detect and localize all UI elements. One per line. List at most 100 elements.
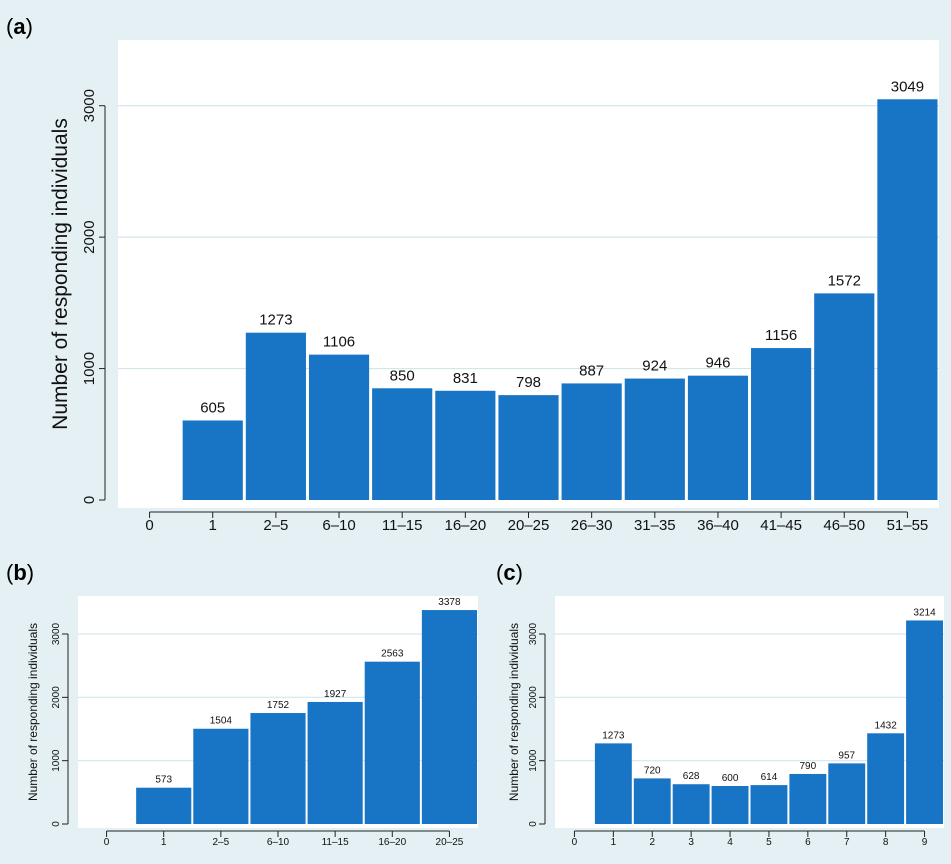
x-tick-label: 6–10 xyxy=(267,837,290,848)
x-tick-label: 0 xyxy=(572,837,578,848)
x-tick-label: 6 xyxy=(805,837,811,848)
bar-5 xyxy=(750,785,788,824)
value-label: 1927 xyxy=(324,689,347,700)
bar-4 xyxy=(711,786,749,824)
value-label: 1273 xyxy=(602,730,625,741)
x-tick-label: 5 xyxy=(766,837,772,848)
y-tick-label: 3000 xyxy=(51,622,62,645)
bar-2 xyxy=(633,778,671,824)
value-label: 2563 xyxy=(381,649,404,660)
value-label: 600 xyxy=(722,773,739,784)
chart-panel-a: 605 1273 1106 850 831 798 887 924 946 1156 1572 304… xyxy=(49,40,939,534)
value-label: 3049 xyxy=(891,78,924,95)
x-tick-label: 1 xyxy=(161,837,167,848)
value-label: 3378 xyxy=(438,597,461,608)
x-tick-label: 1 xyxy=(209,517,217,534)
x-tick-label: 0 xyxy=(104,837,110,848)
bar-6–10 xyxy=(308,354,370,500)
value-label: 798 xyxy=(516,374,541,391)
value-label: 1156 xyxy=(765,327,797,344)
bar-1 xyxy=(594,743,632,824)
y-tick-label: 1000 xyxy=(51,749,62,772)
x-tick-label: 9 xyxy=(922,837,928,848)
panel-label-b: (b) xyxy=(6,560,35,585)
x-tick-label: 36–40 xyxy=(697,517,739,534)
x-tick-label: 1 xyxy=(611,837,617,848)
x-tick-label: 26–30 xyxy=(571,517,613,534)
value-label: 887 xyxy=(579,362,604,379)
value-label: 1504 xyxy=(210,716,233,727)
y-tick-label: 2000 xyxy=(81,220,98,253)
panel-label-c: (c) xyxy=(496,560,523,585)
value-label: 1752 xyxy=(267,700,290,711)
value-label: 720 xyxy=(644,765,661,776)
bar-31–35 xyxy=(624,378,685,500)
x-tick-label: 4 xyxy=(727,837,733,848)
value-label: 3214 xyxy=(913,607,936,618)
bar-51–55 xyxy=(877,99,938,500)
value-label: 831 xyxy=(453,370,478,387)
y-axis-title: Number of responding individuals xyxy=(49,118,72,430)
value-label: 1572 xyxy=(828,272,861,289)
x-tick-label: 31–35 xyxy=(634,517,676,534)
bar-46–50 xyxy=(814,293,875,500)
bar-1 xyxy=(136,787,192,824)
value-label: 850 xyxy=(390,367,415,384)
x-tick-label: 11–15 xyxy=(322,837,350,848)
x-tick-label: 16–20 xyxy=(378,837,406,848)
y-tick-label: 0 xyxy=(51,821,62,827)
x-tick-label: 3 xyxy=(688,837,694,848)
panel-label-a: (a) xyxy=(6,14,33,39)
bar-20–25 xyxy=(498,395,559,500)
value-label: 573 xyxy=(155,775,172,786)
bar-6–10 xyxy=(250,713,306,824)
bar-1 xyxy=(182,420,243,500)
y-tick-label: 3000 xyxy=(528,622,539,645)
chart-panel-b: 573 1504 1752 1927 2563 3378 0 1000 2000 3000 Numb… xyxy=(26,596,478,848)
x-tick-label: 11–15 xyxy=(382,517,423,534)
bar-26–30 xyxy=(561,383,622,500)
value-label: 924 xyxy=(642,358,667,375)
value-label: 1432 xyxy=(875,720,898,731)
x-tick-label: 2–5 xyxy=(263,517,288,534)
x-tick-label: 0 xyxy=(145,517,153,534)
bar-2–5 xyxy=(245,332,306,500)
value-label: 957 xyxy=(838,750,855,761)
y-axis-title: Number of responding individuals xyxy=(26,623,40,801)
bar-8 xyxy=(867,733,905,824)
x-tick-label: 6–10 xyxy=(322,517,355,534)
bar-6 xyxy=(789,773,827,824)
bar-16–20 xyxy=(364,661,420,824)
value-label: 605 xyxy=(200,399,225,416)
bar-11–15 xyxy=(372,388,433,500)
x-tick-label: 46–50 xyxy=(823,517,865,534)
value-label: 1273 xyxy=(259,312,292,329)
y-axis-title: Number of responding individuals xyxy=(507,623,521,801)
y-tick-label: 2000 xyxy=(51,686,62,709)
value-label: 946 xyxy=(705,355,730,372)
y-tick-label: 0 xyxy=(528,821,539,827)
bar-3 xyxy=(672,784,710,824)
bar-7 xyxy=(828,763,866,824)
y-tick-label: 1000 xyxy=(528,749,539,772)
value-label: 1106 xyxy=(323,334,355,351)
x-tick-label: 16–20 xyxy=(444,517,486,534)
y-tick-label: 0 xyxy=(81,496,98,504)
value-label: 614 xyxy=(761,772,778,783)
x-tick-label: 51–55 xyxy=(887,517,929,534)
bar-16–20 xyxy=(435,390,496,500)
x-tick-label: 20–25 xyxy=(508,517,550,534)
bar-2–5 xyxy=(193,728,249,824)
x-tick-label: 7 xyxy=(844,837,850,848)
bar-20–25 xyxy=(421,610,477,824)
y-tick-label: 2000 xyxy=(528,686,539,709)
x-tick-label: 2–5 xyxy=(213,837,230,848)
x-tick-label: 20–25 xyxy=(436,837,464,848)
bar-36–40 xyxy=(687,375,749,500)
y-tick-label: 3000 xyxy=(81,89,98,122)
value-label: 628 xyxy=(683,771,700,782)
bar-41–45 xyxy=(751,348,812,500)
x-tick-label: 8 xyxy=(883,837,889,848)
